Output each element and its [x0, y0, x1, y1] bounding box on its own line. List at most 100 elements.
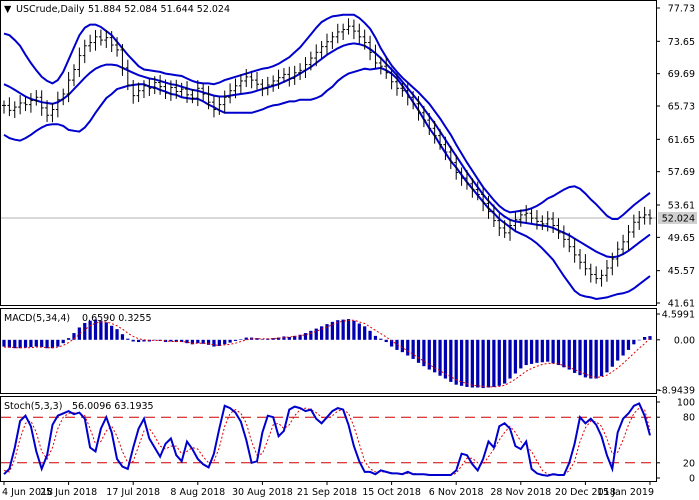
- macd-bar: [556, 339, 561, 366]
- price-bar: [147, 77, 152, 96]
- price-bar: [626, 224, 631, 250]
- macd-bar: [201, 339, 205, 344]
- price-tick-label: 77.73: [668, 4, 695, 15]
- macd-bar: [115, 329, 119, 340]
- macd-bar: [406, 339, 410, 356]
- price-bar: [475, 181, 480, 201]
- price-bar: [642, 206, 647, 225]
- price-bar: [88, 34, 93, 52]
- macd-bar: [169, 339, 173, 342]
- macd-y-axis: 4.5991 0.00 -8.9439: [656, 310, 695, 397]
- macd-bar: [93, 319, 98, 340]
- macd-bar: [66, 338, 71, 340]
- price-bar: [222, 90, 227, 113]
- price-bar: [28, 93, 33, 113]
- price-bar: [255, 72, 260, 90]
- x-tick-label: 28 Nov 2018: [490, 487, 551, 498]
- macd-bar: [293, 335, 297, 340]
- macd-bar: [648, 336, 652, 340]
- macd-bar: [330, 321, 334, 340]
- macd-bar: [136, 339, 141, 343]
- macd-bar: [373, 335, 378, 340]
- price-bar: [513, 211, 518, 233]
- price-ohlc: 51.884 52.084 51.644 52.024: [88, 4, 230, 15]
- price-bar: [341, 23, 346, 41]
- price-bar: [12, 101, 17, 119]
- macd-bar: [104, 322, 108, 340]
- price-bar: [416, 96, 421, 121]
- price-bar: [583, 254, 588, 276]
- macd-bar: [486, 339, 491, 388]
- macd-bar: [400, 339, 404, 353]
- macd-bar: [23, 339, 28, 348]
- macd-bar: [153, 339, 157, 341]
- price-bar: [551, 212, 556, 233]
- last-price-tag-label: 52.024: [662, 213, 695, 224]
- price-bar: [7, 97, 12, 117]
- price-bar: [319, 40, 324, 59]
- price-bar: [18, 95, 23, 115]
- price-bar: [524, 205, 529, 223]
- macd-bar: [422, 339, 426, 367]
- stoch-values: 56.0096 63.1935: [72, 401, 154, 412]
- macd-bar: [18, 339, 22, 349]
- price-bar: [631, 214, 636, 238]
- price-bar: [648, 209, 652, 225]
- price-bar: [637, 210, 642, 230]
- price-bar: [502, 220, 507, 238]
- price-bar: [61, 88, 66, 106]
- macd-bar: [314, 328, 318, 340]
- price-bar: [136, 82, 141, 103]
- price-bar: [545, 211, 550, 232]
- stoch-tick-label: 100: [677, 398, 695, 409]
- macd-bar: [174, 339, 178, 343]
- macd-bar: [416, 339, 421, 363]
- macd-bar: [287, 337, 291, 340]
- stoch-tick-label: 0: [689, 474, 695, 485]
- macd-bar: [206, 339, 211, 345]
- price-bar: [163, 79, 168, 99]
- price-bar: [470, 178, 475, 198]
- macd-bar: [7, 339, 11, 348]
- price-bar: [432, 120, 437, 144]
- macd-bar: [336, 320, 340, 340]
- price-bar: [195, 80, 200, 107]
- price-bar: [357, 23, 362, 44]
- price-tick-label: 41.61: [668, 299, 695, 310]
- price-plot-area: [1, 13, 656, 301]
- macd-bar: [384, 339, 388, 343]
- price-bar: [588, 263, 593, 283]
- price-bar: [615, 241, 620, 267]
- macd-bar: [341, 319, 345, 340]
- price-bar: [303, 57, 308, 79]
- price-tick-label: 73.65: [668, 37, 695, 48]
- price-bar: [486, 195, 491, 219]
- price-bar: [104, 30, 109, 48]
- macd-bar: [142, 339, 146, 342]
- stoch-panel: 100 80 20 0 Stoch(5,3,3) 56.0096 63.1935: [0, 396, 695, 485]
- macd-bar: [379, 338, 383, 340]
- macd-bar: [519, 339, 523, 369]
- stoch-k-line: [3, 402, 651, 477]
- price-bar: [508, 219, 513, 241]
- price-bar: [233, 78, 238, 99]
- price-bar: [389, 67, 394, 90]
- macd-bar: [282, 336, 286, 340]
- macd-bar: [508, 339, 512, 379]
- macd-bar: [616, 339, 620, 361]
- price-bar: [427, 112, 432, 136]
- macd-bar: [131, 339, 135, 342]
- macd-bar: [260, 339, 265, 340]
- price-bar: [39, 90, 44, 116]
- macd-bar: [352, 320, 356, 340]
- price-bar: [438, 129, 443, 150]
- price-bar: [190, 89, 195, 104]
- macd-bar: [562, 339, 566, 368]
- macd-bar: [546, 339, 550, 362]
- macd-bar: [40, 339, 44, 348]
- price-bar: [120, 44, 125, 76]
- macd-bar: [459, 339, 464, 386]
- price-bar: [384, 58, 389, 79]
- stoch-title: Stoch(5,3,3): [4, 401, 62, 412]
- price-bar: [98, 29, 103, 46]
